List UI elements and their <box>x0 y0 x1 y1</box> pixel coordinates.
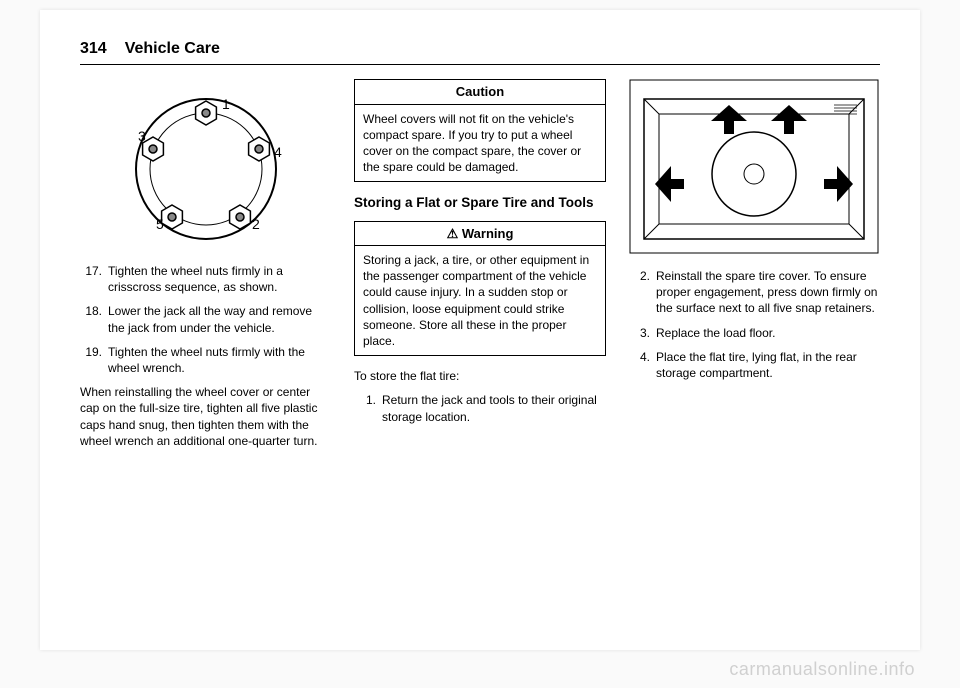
step-number: 1. <box>354 392 382 424</box>
step-number: 19. <box>80 344 108 376</box>
section-heading: Storing a Flat or Spare Tire and Tools <box>354 194 606 212</box>
step-text: Tighten the wheel nuts firmly with the w… <box>108 344 332 376</box>
list-item: 3. Replace the load floor. <box>628 325 880 341</box>
list-item: 19. Tighten the wheel nuts firmly with t… <box>80 344 332 376</box>
column-3: 2. Reinstall the spare tire cover. To en… <box>628 79 880 619</box>
svg-text:2: 2 <box>252 216 260 232</box>
list-item: 4. Place the flat tire, lying flat, in t… <box>628 349 880 381</box>
svg-text:3: 3 <box>138 128 146 144</box>
warning-box: Warning Storing a jack, a tire, or other… <box>354 221 606 357</box>
svg-text:4: 4 <box>274 144 282 160</box>
caution-title: Caution <box>355 80 605 105</box>
lead-text: To store the flat tire: <box>354 368 606 384</box>
step-text: Place the flat tire, lying flat, in the … <box>656 349 880 381</box>
column-1: 1 4 2 5 3 17. Tighten the wheel nuts fir… <box>80 79 332 619</box>
caution-body: Wheel covers will not fit on the vehicle… <box>355 105 605 182</box>
svg-text:1: 1 <box>222 96 230 112</box>
step-number: 4. <box>628 349 656 381</box>
steps-list: 1. Return the jack and tools to their or… <box>354 392 606 424</box>
step-number: 18. <box>80 303 108 335</box>
caution-box: Caution Wheel covers will not fit on the… <box>354 79 606 182</box>
chapter-title: Vehicle Care <box>125 40 220 58</box>
step-text: Tighten the wheel nuts firmly in a criss… <box>108 263 332 295</box>
warning-title: Warning <box>355 222 605 247</box>
step-number: 3. <box>628 325 656 341</box>
step-text: Replace the load floor. <box>656 325 775 341</box>
step-number: 17. <box>80 263 108 295</box>
list-item: 18. Lower the jack all the way and remov… <box>80 303 332 335</box>
warning-body: Storing a jack, a tire, or other equipme… <box>355 246 605 355</box>
content-columns: 1 4 2 5 3 17. Tighten the wheel nuts fir… <box>80 79 880 619</box>
svg-text:5: 5 <box>156 216 164 232</box>
page-header: 314 Vehicle Care <box>80 40 880 65</box>
lug-nut-diagram: 1 4 2 5 3 <box>80 79 332 249</box>
step-number: 2. <box>628 268 656 317</box>
watermark: carmanualsonline.info <box>729 659 915 680</box>
manual-page: 314 Vehicle Care <box>40 10 920 650</box>
step-text: Reinstall the spare tire cover. To ensur… <box>656 268 880 317</box>
list-item: 2. Reinstall the spare tire cover. To en… <box>628 268 880 317</box>
column-2: Caution Wheel covers will not fit on the… <box>354 79 606 619</box>
after-paragraph: When reinstalling the wheel cover or cen… <box>80 384 332 449</box>
step-text: Lower the jack all the way and remove th… <box>108 303 332 335</box>
steps-list: 17. Tighten the wheel nuts firmly in a c… <box>80 263 332 376</box>
steps-list: 2. Reinstall the spare tire cover. To en… <box>628 268 880 381</box>
step-text: Return the jack and tools to their origi… <box>382 392 606 424</box>
page-number: 314 <box>80 40 107 58</box>
list-item: 1. Return the jack and tools to their or… <box>354 392 606 424</box>
trunk-diagram <box>628 79 880 254</box>
list-item: 17. Tighten the wheel nuts firmly in a c… <box>80 263 332 295</box>
